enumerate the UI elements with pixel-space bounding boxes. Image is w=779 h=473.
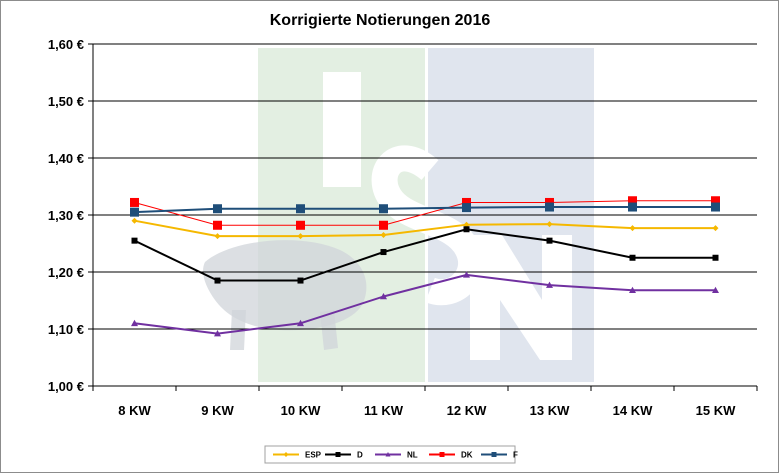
data-point bbox=[297, 233, 304, 240]
data-point bbox=[380, 293, 387, 300]
series-dk bbox=[130, 196, 720, 230]
y-tick-label: 1,40 € bbox=[48, 151, 84, 166]
data-point bbox=[629, 286, 636, 294]
series-line bbox=[134, 273, 716, 335]
data-point bbox=[711, 196, 720, 206]
data-point bbox=[380, 231, 387, 238]
legend-item-nl: NL bbox=[375, 451, 418, 460]
y-tick-label: 1,60 € bbox=[48, 37, 84, 52]
data-point bbox=[385, 452, 391, 457]
data-point bbox=[545, 197, 554, 207]
data-point bbox=[131, 237, 138, 244]
legend: ESP D NL DK F bbox=[264, 445, 518, 464]
x-tick-label: 10 KW bbox=[281, 403, 321, 418]
data-point bbox=[546, 237, 553, 244]
data-point bbox=[546, 281, 553, 288]
data-point bbox=[296, 204, 305, 214]
data-point bbox=[629, 254, 636, 261]
data-point bbox=[712, 225, 719, 232]
x-axis: 8 KW 9 KW 10 KW 11 KW 12 KW 13 KW 14 KW 15 KW bbox=[92, 385, 758, 418]
legend-label: D bbox=[357, 451, 363, 460]
data-point bbox=[213, 204, 222, 214]
data-point bbox=[712, 254, 719, 261]
x-tick-label: 11 KW bbox=[364, 403, 404, 418]
data-point bbox=[214, 233, 221, 240]
y-tick-label: 1,30 € bbox=[48, 208, 84, 223]
x-tick-label: 12 KW bbox=[447, 403, 487, 418]
y-tick-label: 1,50 € bbox=[48, 94, 84, 109]
data-point bbox=[546, 221, 553, 228]
x-tick-label: 14 KW bbox=[613, 403, 653, 418]
y-tick-label: 1,00 € bbox=[48, 379, 84, 394]
data-point bbox=[379, 204, 388, 214]
data-point bbox=[462, 197, 471, 207]
y-tick-label: 1,10 € bbox=[48, 322, 84, 337]
data-point bbox=[462, 203, 471, 213]
data-point bbox=[335, 452, 341, 457]
data-point bbox=[130, 207, 139, 217]
legend-label: NL bbox=[407, 451, 418, 460]
data-point bbox=[628, 202, 637, 212]
series-f bbox=[130, 202, 720, 217]
data-point bbox=[214, 277, 221, 284]
y-tick-label: 1,20 € bbox=[48, 265, 84, 280]
legend-label: ESP bbox=[305, 451, 322, 460]
legend-item-f: F bbox=[481, 451, 518, 460]
data-point bbox=[296, 220, 305, 230]
data-point bbox=[628, 196, 637, 206]
data-point bbox=[283, 452, 289, 457]
series-esp bbox=[131, 217, 719, 240]
data-point bbox=[712, 286, 719, 294]
data-point bbox=[380, 249, 387, 256]
series-line bbox=[134, 200, 716, 226]
data-point bbox=[297, 277, 304, 284]
data-point bbox=[463, 226, 470, 233]
data-series bbox=[130, 196, 720, 337]
data-point bbox=[629, 225, 636, 232]
data-point bbox=[297, 319, 304, 327]
chart-title: Korrigierte Notierungen 2016 bbox=[270, 12, 491, 29]
data-point bbox=[545, 202, 554, 212]
data-point bbox=[130, 197, 139, 207]
series-line bbox=[134, 219, 716, 238]
x-tick-label: 8 KW bbox=[118, 403, 151, 418]
x-tick-label: 9 KW bbox=[201, 403, 234, 418]
series-nl bbox=[131, 271, 719, 337]
data-point bbox=[491, 452, 497, 457]
data-point bbox=[379, 220, 388, 230]
series-d bbox=[131, 226, 719, 284]
data-point bbox=[439, 452, 445, 457]
data-point bbox=[131, 319, 138, 327]
legend-label: DK bbox=[461, 451, 473, 460]
data-point bbox=[463, 271, 470, 278]
x-tick-label: 13 KW bbox=[530, 403, 570, 418]
series-line bbox=[134, 206, 716, 214]
legend-item-d: D bbox=[325, 451, 363, 460]
data-point bbox=[463, 221, 470, 228]
data-point bbox=[131, 217, 138, 224]
data-point bbox=[214, 330, 221, 337]
legend-item-dk: DK bbox=[429, 451, 473, 460]
data-point bbox=[711, 202, 720, 212]
y-axis: 1,00 € 1,10 € 1,20 € 1,30 € 1,40 € 1,50 € 1,60… bbox=[48, 37, 94, 394]
data-point bbox=[213, 220, 222, 230]
series-line bbox=[134, 228, 716, 282]
isn-watermark-logo bbox=[203, 48, 594, 382]
legend-label: F bbox=[513, 451, 518, 460]
legend-item-esp: ESP bbox=[273, 451, 322, 460]
x-tick-label: 15 KW bbox=[696, 403, 736, 418]
